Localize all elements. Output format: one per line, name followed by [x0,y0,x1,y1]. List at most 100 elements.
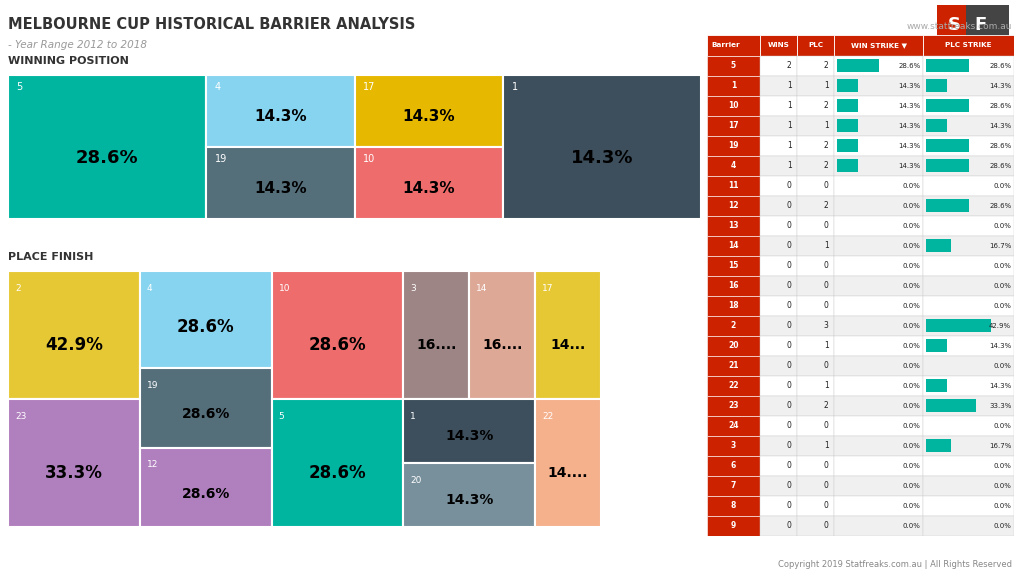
Bar [760,516,797,536]
Text: 14.3%: 14.3% [898,82,921,89]
Text: 0: 0 [786,241,792,250]
Text: WINNING POSITION: WINNING POSITION [8,56,129,66]
Text: 1: 1 [411,412,416,420]
Bar [760,376,797,396]
Text: 0.0%: 0.0% [993,283,1012,289]
Text: 4: 4 [731,161,736,170]
Text: 1: 1 [786,81,792,90]
Bar [707,215,760,236]
Bar [926,399,976,412]
Text: 0: 0 [786,481,792,490]
Text: 17: 17 [542,283,554,293]
Bar [8,75,207,219]
Bar [924,355,1014,376]
Text: 0.0%: 0.0% [903,283,921,289]
Text: 1: 1 [512,82,517,92]
Text: 0: 0 [786,441,792,450]
Text: Barrier: Barrier [711,42,739,48]
Bar [140,368,271,448]
Bar [797,456,834,476]
Text: 0.0%: 0.0% [993,522,1012,529]
Text: 17: 17 [728,121,738,130]
Text: 2: 2 [823,61,828,70]
Text: 0: 0 [823,181,828,190]
Bar [797,435,834,456]
Text: 0: 0 [823,421,828,430]
Text: 0: 0 [823,221,828,230]
Bar [797,135,834,156]
Text: 0.0%: 0.0% [993,302,1012,309]
Bar [707,176,760,196]
Bar [760,316,797,336]
Text: 3: 3 [731,441,736,450]
Text: 14....: 14.... [548,466,588,480]
Text: 14.3%: 14.3% [445,493,494,507]
Bar [207,147,355,219]
Bar [924,135,1014,156]
Bar [924,456,1014,476]
Text: 5: 5 [16,82,23,92]
Bar [924,75,1014,96]
Bar [834,256,924,276]
Bar [834,35,924,56]
Text: 14.3%: 14.3% [571,149,634,168]
Text: 3: 3 [411,283,416,293]
Text: 10: 10 [728,101,738,110]
Text: 0.0%: 0.0% [903,483,921,488]
Text: 0: 0 [786,221,792,230]
Bar [760,96,797,116]
Bar [834,316,924,336]
Bar [834,135,924,156]
Text: PLC STRIKE: PLC STRIKE [945,42,991,48]
Bar [924,416,1014,435]
Bar [797,56,834,75]
Text: 23: 23 [15,412,27,420]
Bar [355,147,503,219]
Bar [707,376,760,396]
Text: 14.3%: 14.3% [898,162,921,169]
Bar [797,276,834,295]
Text: 0.0%: 0.0% [903,403,921,408]
Bar [707,96,760,116]
Text: 0: 0 [786,461,792,470]
Bar [8,271,140,399]
Text: 0.0%: 0.0% [903,323,921,329]
Text: 28.6%: 28.6% [989,162,1012,169]
Bar [926,199,969,212]
Text: 0: 0 [823,281,828,290]
Text: 23: 23 [728,401,738,410]
Text: 13: 13 [728,221,738,230]
Bar [797,256,834,276]
Text: 0: 0 [786,501,792,510]
Text: 4: 4 [215,82,221,92]
Bar [834,295,924,316]
Text: 8: 8 [731,501,736,510]
Bar [926,379,947,392]
Text: 0.0%: 0.0% [993,363,1012,369]
Bar [797,496,834,516]
Text: 24: 24 [728,421,738,430]
Text: 0.0%: 0.0% [903,522,921,529]
Bar [707,276,760,295]
Text: MELBOURNE CUP HISTORICAL BARRIER ANALYSIS: MELBOURNE CUP HISTORICAL BARRIER ANALYSI… [8,17,416,32]
Text: 0: 0 [786,521,792,530]
Bar [926,239,951,252]
Bar [924,336,1014,355]
Text: 14.3%: 14.3% [989,343,1012,348]
Bar [924,396,1014,416]
Bar [707,456,760,476]
Text: 0: 0 [786,281,792,290]
Bar [924,215,1014,236]
Bar [837,119,858,132]
Text: 2: 2 [823,101,828,110]
Text: 19: 19 [728,141,738,150]
Bar [760,456,797,476]
Text: 4: 4 [146,283,153,293]
Text: PLC: PLC [808,42,823,48]
Text: 0: 0 [786,421,792,430]
Text: 1: 1 [823,341,828,350]
Text: 14...: 14... [550,338,586,352]
Text: 14.3%: 14.3% [898,103,921,109]
Bar [834,116,924,135]
Bar [797,336,834,355]
